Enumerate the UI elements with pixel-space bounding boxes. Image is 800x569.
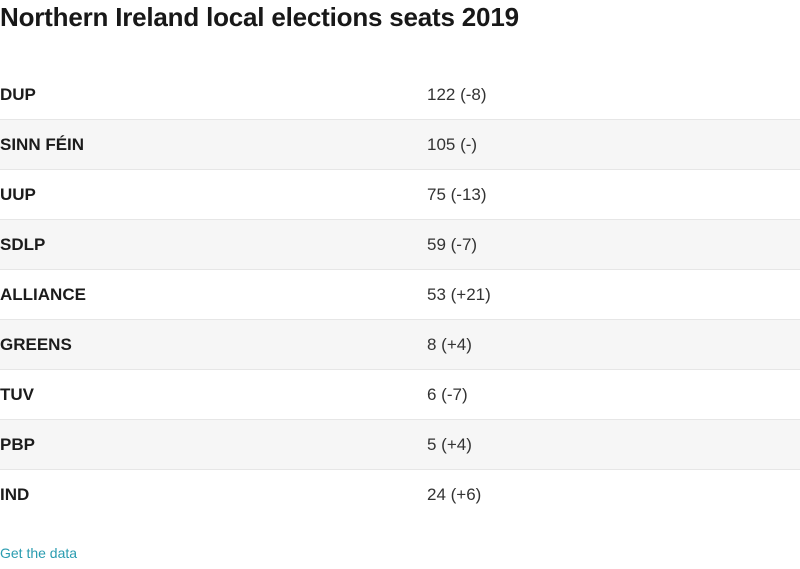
seats-value: 5 (+4): [427, 434, 472, 454]
chart-title: Northern Ireland local elections seats 2…: [0, 2, 519, 32]
results-table: DUP 122 (-8) SINN FÉIN 105 (-) UUP 75 (-…: [0, 70, 800, 520]
party-name: PBP: [0, 434, 35, 454]
party-name: IND: [0, 485, 30, 504]
seats-value: 75 (-13): [427, 184, 487, 204]
party-name: UUP: [0, 184, 36, 204]
table-row: GREENS 8 (+4): [0, 320, 800, 370]
party-name: TUV: [0, 384, 34, 404]
seats-value: 24 (+6): [427, 485, 482, 504]
seats-value: 122 (-8): [427, 84, 487, 104]
party-name: DUP: [0, 84, 36, 104]
seats-value: 6 (-7): [427, 384, 468, 404]
party-name: SDLP: [0, 234, 46, 254]
table-row: DUP 122 (-8): [0, 70, 800, 120]
seats-value: 53 (+21): [427, 284, 491, 304]
table-row: PBP 5 (+4): [0, 420, 800, 470]
party-name: GREENS: [0, 334, 72, 354]
table-row: SINN FÉIN 105 (-): [0, 120, 800, 170]
table-row: TUV 6 (-7): [0, 370, 800, 420]
seats-value: 105 (-): [427, 134, 478, 154]
seats-value: 59 (-7): [427, 234, 478, 254]
seats-value: 8 (+4): [427, 334, 472, 354]
get-the-data-link[interactable]: Get the data: [0, 545, 78, 561]
table-row: SDLP 59 (-7): [0, 220, 800, 270]
party-name: SINN FÉIN: [0, 134, 85, 154]
party-name: ALLIANCE: [0, 284, 86, 304]
table-row: ALLIANCE 53 (+21): [0, 270, 800, 320]
table-row: UUP 75 (-13): [0, 170, 800, 220]
table-row: IND 24 (+6): [0, 470, 800, 520]
